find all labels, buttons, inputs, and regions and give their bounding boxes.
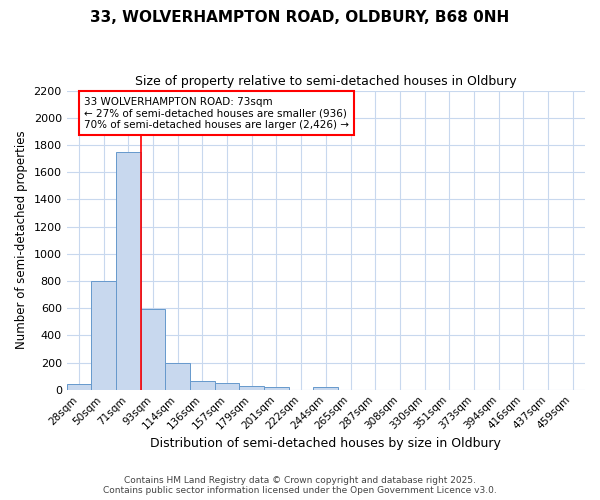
Bar [264, 387, 289, 390]
Y-axis label: Number of semi-detached properties: Number of semi-detached properties [15, 131, 28, 350]
X-axis label: Distribution of semi-detached houses by size in Oldbury: Distribution of semi-detached houses by … [151, 437, 501, 450]
Text: 33 WOLVERHAMPTON ROAD: 73sqm
← 27% of semi-detached houses are smaller (936)
70%: 33 WOLVERHAMPTON ROAD: 73sqm ← 27% of se… [84, 96, 349, 130]
Title: Size of property relative to semi-detached houses in Oldbury: Size of property relative to semi-detach… [135, 75, 517, 88]
Bar [313, 387, 338, 390]
Bar [116, 152, 141, 390]
Text: 33, WOLVERHAMPTON ROAD, OLDBURY, B68 0NH: 33, WOLVERHAMPTON ROAD, OLDBURY, B68 0NH [91, 10, 509, 25]
Bar [141, 310, 166, 390]
Bar [67, 384, 91, 390]
Bar [91, 281, 116, 390]
Bar [190, 381, 215, 390]
Bar [239, 386, 264, 390]
Bar [215, 383, 239, 390]
Bar [166, 362, 190, 390]
Text: Contains HM Land Registry data © Crown copyright and database right 2025.
Contai: Contains HM Land Registry data © Crown c… [103, 476, 497, 495]
